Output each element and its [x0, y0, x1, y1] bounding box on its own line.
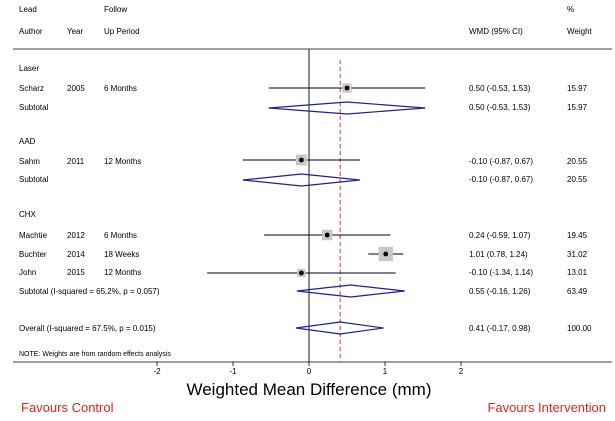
study-followup: 12 Months — [104, 268, 141, 277]
x-tick-label: 2 — [459, 367, 464, 376]
study-point — [299, 157, 304, 163]
study-followup: 18 Weeks — [104, 250, 139, 259]
subtotal-ci-text: 0.50 (-0.53, 1.53) — [469, 103, 531, 112]
study-followup: 6 Months — [104, 231, 137, 240]
study-author: Sahm — [19, 157, 40, 166]
subtotal-weight: 15.97 — [567, 103, 588, 112]
x-tick-label: -1 — [229, 367, 237, 376]
study-weight: 31.02 — [567, 250, 588, 259]
header-wmd: WMD (95% CI) — [469, 27, 523, 36]
x-tick-label: 1 — [383, 367, 388, 376]
study-ci-text: 0.50 (-0.53, 1.53) — [469, 84, 531, 93]
study-point — [383, 251, 389, 257]
study-point — [324, 232, 330, 238]
plot-marks — [207, 49, 426, 362]
header-percent: % — [567, 5, 574, 14]
overall-label: Overall (I-squared = 67.5%, p = 0.015) — [19, 324, 156, 333]
x-axis-label: Weighted Mean Difference (mm) — [186, 380, 431, 399]
study-year: 2015 — [67, 268, 85, 277]
header-author: Author — [19, 27, 43, 36]
subtotal-ci-text: -0.10 (-0.87, 0.67) — [469, 175, 533, 184]
overall-diamond — [295, 321, 384, 335]
study-weight: 19.45 — [567, 231, 588, 240]
study-ci-text: 1.01 (0.78, 1.24) — [469, 250, 528, 259]
header-weight: Weight — [567, 27, 593, 36]
subtotal-weight: 63.49 — [567, 287, 588, 296]
favours-control-label: Favours Control — [21, 400, 114, 415]
study-author: Buchter — [19, 250, 47, 259]
subtotal-label: Subtotal (I-squared = 65.2%, p = 0.057) — [19, 287, 160, 296]
subtotal-weight: 20.55 — [567, 175, 588, 184]
header-lead: Lead — [19, 5, 37, 14]
x-axis: -2 -1 0 1 2 — [153, 362, 464, 376]
study-point — [344, 85, 350, 91]
subtotal-diamond — [296, 284, 405, 298]
study-author: Scharz — [19, 84, 44, 93]
study-followup: 12 Months — [104, 157, 141, 166]
favours-intervention-label: Favours Intervention — [487, 400, 606, 415]
study-ci-text: -0.10 (-0.87, 0.67) — [469, 157, 533, 166]
subtotal-diamond — [268, 101, 426, 115]
study-followup: 6 Months — [104, 84, 137, 93]
study-author: Machtie — [19, 231, 48, 240]
study-year: 2014 — [67, 250, 85, 259]
study-weight: 15.97 — [567, 84, 588, 93]
subtotal-label: Subtotal — [19, 103, 49, 112]
weights-note: NOTE: Weights are from random effects an… — [19, 351, 171, 358]
subtotal-diamond — [242, 173, 360, 187]
study-point — [299, 270, 304, 276]
study-author: John — [19, 268, 36, 277]
header-up-period: Up Period — [104, 27, 140, 36]
overall-ci-text: 0.41 (-0.17, 0.98) — [469, 324, 531, 333]
study-year: 2005 — [67, 84, 85, 93]
subtotal-ci-text: 0.55 (-0.16, 1.26) — [469, 287, 531, 296]
study-ci-text: -0.10 (-1.34, 1.14) — [469, 268, 533, 277]
group-label-laser: Laser — [19, 64, 39, 73]
study-weight: 13.01 — [567, 268, 588, 277]
group-label-chx: CHX — [19, 210, 37, 219]
study-year: 2012 — [67, 231, 85, 240]
header-follow: Follow — [104, 5, 127, 14]
header-year: Year — [67, 27, 84, 36]
group-label-aad: AAD — [19, 137, 36, 146]
x-tick-label: -2 — [153, 367, 161, 376]
overall-weight: 100.00 — [567, 324, 592, 333]
study-ci-text: 0.24 (-0.59, 1.07) — [469, 231, 531, 240]
subtotal-label: Subtotal — [19, 175, 49, 184]
x-tick-label: 0 — [307, 367, 312, 376]
study-weight: 20.55 — [567, 157, 588, 166]
study-year: 2011 — [67, 157, 85, 166]
